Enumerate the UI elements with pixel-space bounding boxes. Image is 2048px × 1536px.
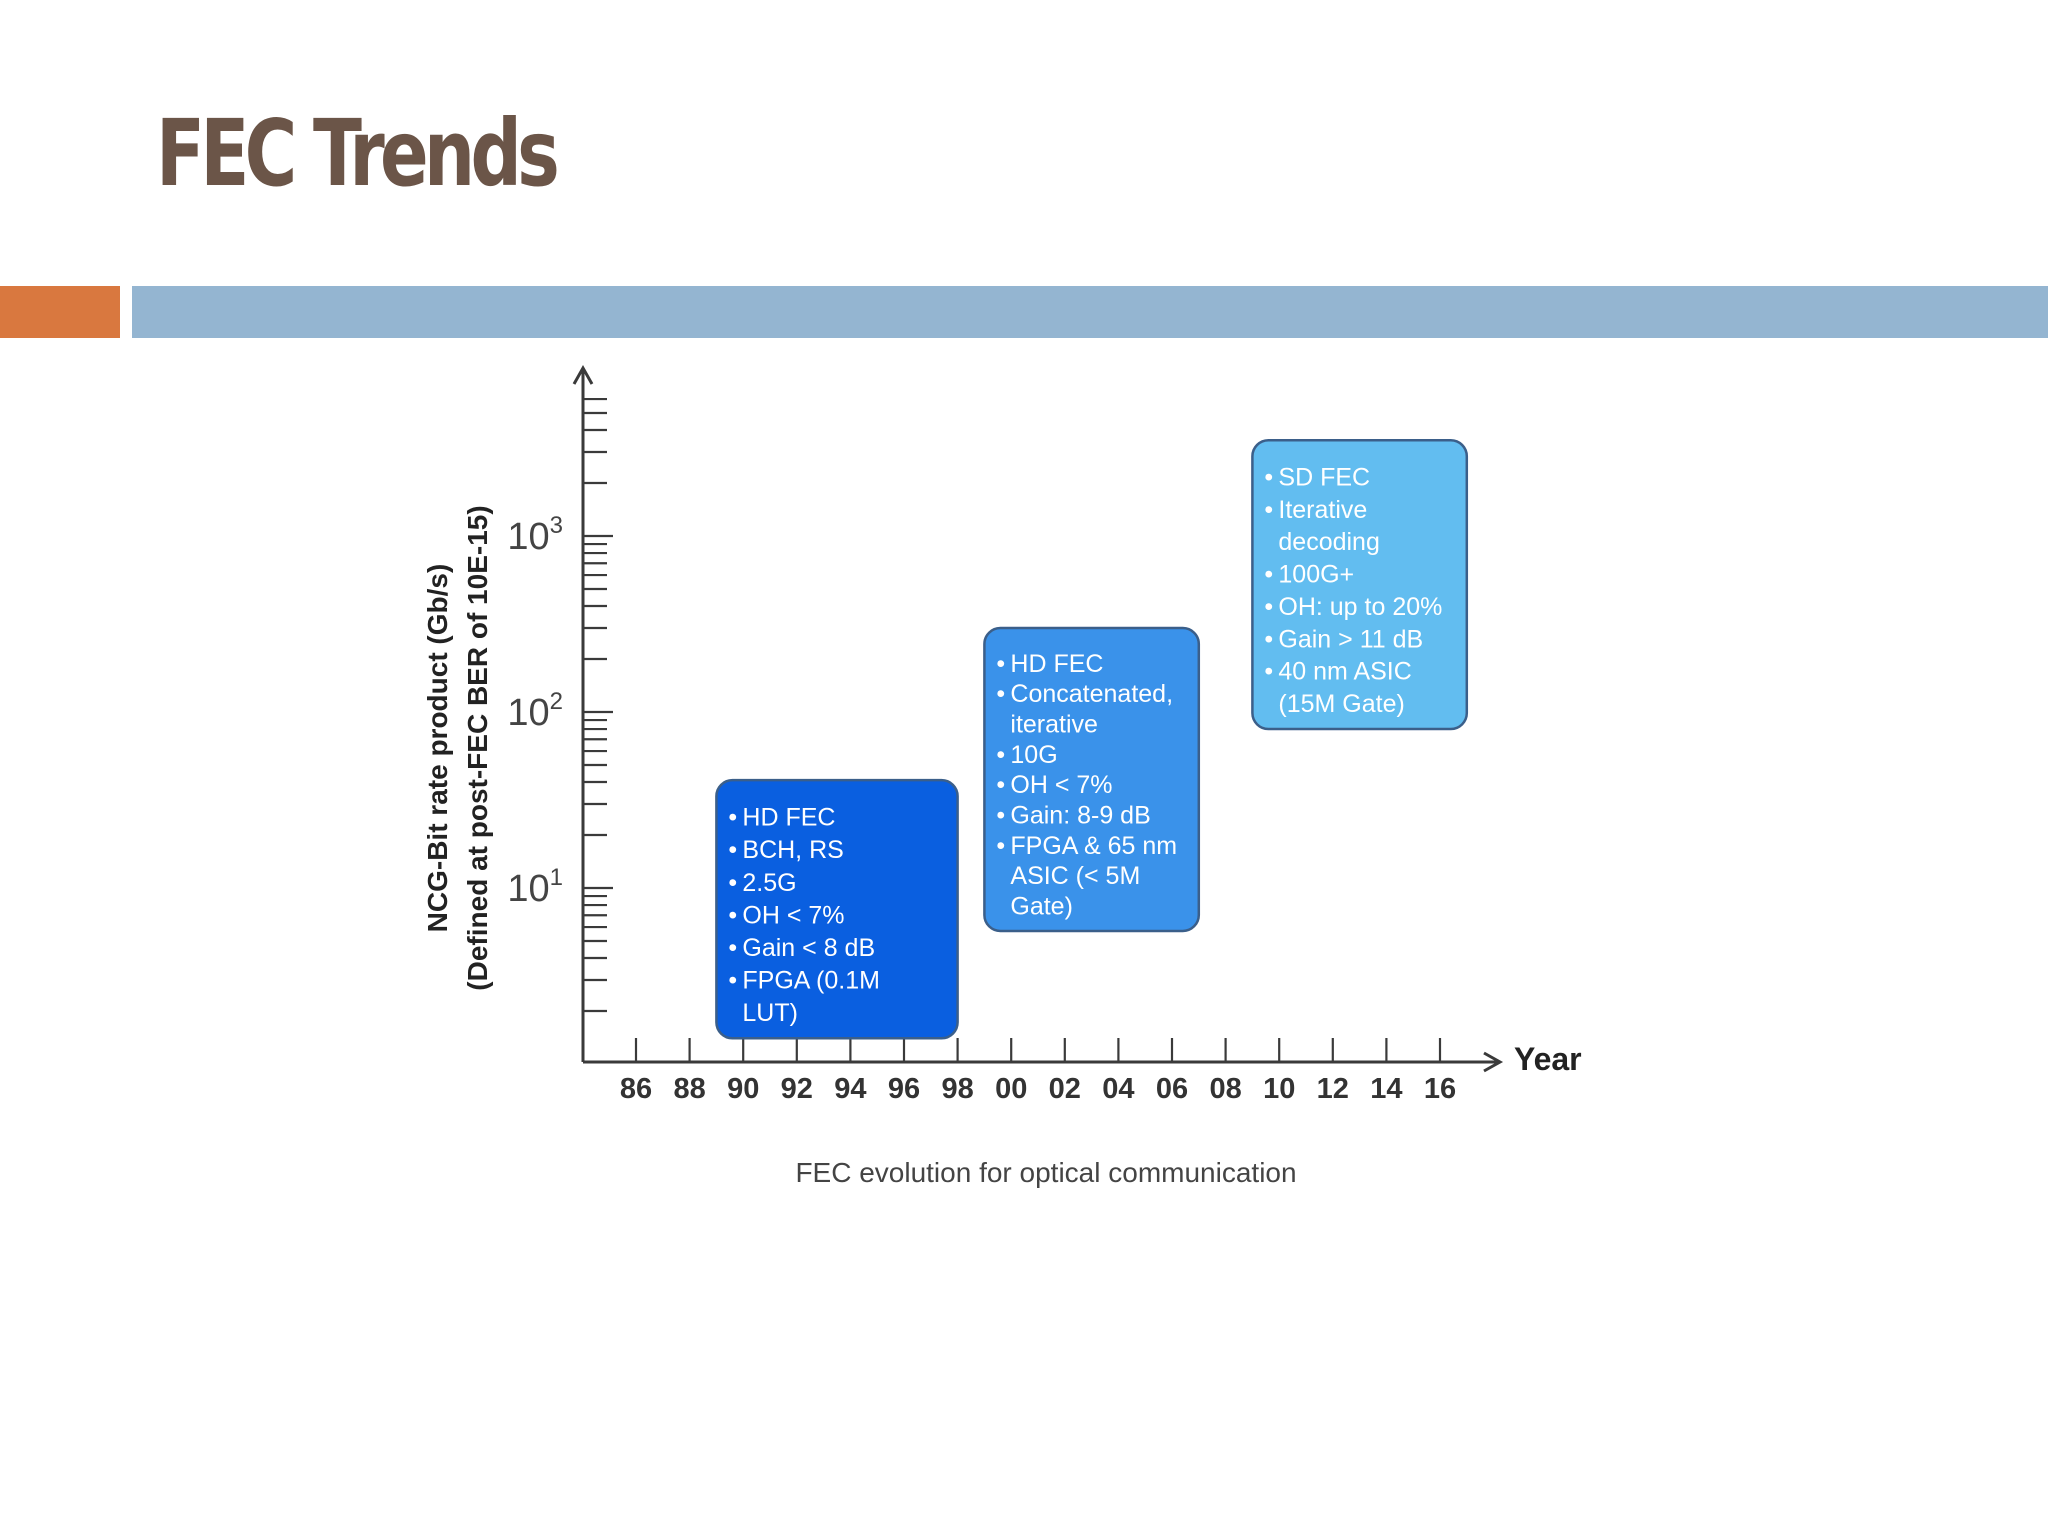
accent-bar-orange <box>0 286 120 338</box>
bullet: • <box>728 934 737 962</box>
fec-box-line: (15M Gate) <box>1278 690 1404 718</box>
fec-box-line: decoding <box>1278 528 1379 556</box>
fec-box-line: Gain < 8 dB <box>742 934 875 962</box>
bullet: • <box>728 836 737 864</box>
fec-box-line: Concatenated, <box>1010 680 1173 708</box>
fec-box-line: LUT) <box>742 999 798 1027</box>
y-axis-title-line: NCG-Bit rate product (Gb/s) <box>422 564 453 933</box>
y-tick-label: 103 <box>507 512 563 558</box>
x-tick-label: 98 <box>941 1073 973 1105</box>
fec-box-line: 100G+ <box>1278 561 1354 589</box>
x-tick-label: 02 <box>1049 1073 1081 1105</box>
x-tick-label: 16 <box>1424 1073 1456 1105</box>
fec-box-line: OH < 7% <box>742 901 844 929</box>
y-axis: 101 102 103 <box>507 364 613 1062</box>
fec-box-line: Gain: 8-9 dB <box>1010 801 1150 829</box>
fec-box-line: 10G <box>1010 741 1057 769</box>
bullet: • <box>1264 561 1273 589</box>
x-tick-label: 94 <box>834 1073 866 1105</box>
x-tick-label: 90 <box>727 1073 759 1105</box>
bullet: • <box>996 680 1005 708</box>
slide-title: FEC Trends <box>156 100 560 207</box>
y-tick-label: 102 <box>507 688 563 734</box>
x-tick-label: 08 <box>1209 1073 1241 1105</box>
fec-box-line: Iterative <box>1278 496 1367 524</box>
bullet: • <box>728 869 737 897</box>
x-tick-label: 10 <box>1263 1073 1295 1105</box>
fec-box-line: OH < 7% <box>1010 771 1112 799</box>
fec-box-line: SD FEC <box>1278 464 1370 492</box>
x-tick-label: 04 <box>1102 1073 1134 1105</box>
y-axis-title-line: (Defined at post-FEC BER of 10E-15) <box>462 505 493 990</box>
x-tick-label: 96 <box>888 1073 920 1105</box>
fec-box-2: • HD FEC• Concatenated,iterative• 10G• OH < … <box>983 626 1201 933</box>
bullet: • <box>996 771 1005 799</box>
fec-box-background <box>1251 438 1469 731</box>
fec-box-line: Gain > 11 dB <box>1278 625 1423 653</box>
x-tick-label: 00 <box>995 1073 1027 1105</box>
x-tick-label: 92 <box>781 1073 813 1105</box>
x-tick-label: 06 <box>1156 1073 1188 1105</box>
fec-box-line: FPGA (0.1M <box>742 967 880 995</box>
x-tick-label: 88 <box>673 1073 705 1105</box>
bullet: • <box>1264 496 1273 524</box>
bullet: • <box>728 967 737 995</box>
x-tick-label: 86 <box>620 1073 652 1105</box>
fec-box-line: ASIC (< 5M <box>1010 862 1140 890</box>
accent-bar-blue <box>132 286 2048 338</box>
y-axis-arrowhead <box>572 364 594 385</box>
bullet: • <box>1264 464 1273 492</box>
chart-caption: FEC evolution for optical communication <box>795 1157 1296 1188</box>
bullet: • <box>1264 658 1273 686</box>
fec-box-1: • HD FEC• BCH, RS• 2.5G• OH < 7%• Gain < 8 dB… <box>715 778 959 1040</box>
bullet: • <box>1264 625 1273 653</box>
bullet: • <box>996 741 1005 769</box>
x-axis-title: Year <box>1514 1041 1582 1077</box>
y-tick-label: 101 <box>507 864 563 910</box>
bullet: • <box>728 804 737 832</box>
fec-box-line: BCH, RS <box>742 836 843 864</box>
bullet: • <box>996 832 1005 860</box>
fec-box-line: 2.5G <box>742 869 796 897</box>
fec-box-background <box>983 626 1201 933</box>
x-axis: 86 88 90 92 94 96 98 00 02 04 06 08 10 12 14 16 <box>583 1038 1504 1105</box>
fec-box-line: Gate) <box>1010 892 1073 920</box>
fec-box-line: iterative <box>1010 711 1098 739</box>
bullet: • <box>996 650 1005 678</box>
fec-box-line: OH: up to 20% <box>1278 593 1442 621</box>
fec-box-background <box>715 778 959 1040</box>
x-tick-label: 14 <box>1370 1073 1402 1105</box>
fec-box-line: FPGA & 65 nm <box>1010 832 1177 860</box>
fec-box-line: HD FEC <box>1010 650 1103 678</box>
bullet: • <box>996 801 1005 829</box>
bullet: • <box>1264 593 1273 621</box>
x-axis-arrowhead <box>1483 1051 1504 1073</box>
bullet: • <box>728 901 737 929</box>
fec-box-line: HD FEC <box>742 804 835 832</box>
x-tick-label: 12 <box>1317 1073 1349 1105</box>
fec-box-line: 40 nm ASIC <box>1278 658 1411 686</box>
y-axis-title: NCG-Bit rate product (Gb/s) (Defined at p… <box>422 505 493 990</box>
fec-generation-boxes: • HD FEC• BCH, RS• 2.5G• OH < 7%• Gain < 8 dB… <box>715 438 1469 1040</box>
